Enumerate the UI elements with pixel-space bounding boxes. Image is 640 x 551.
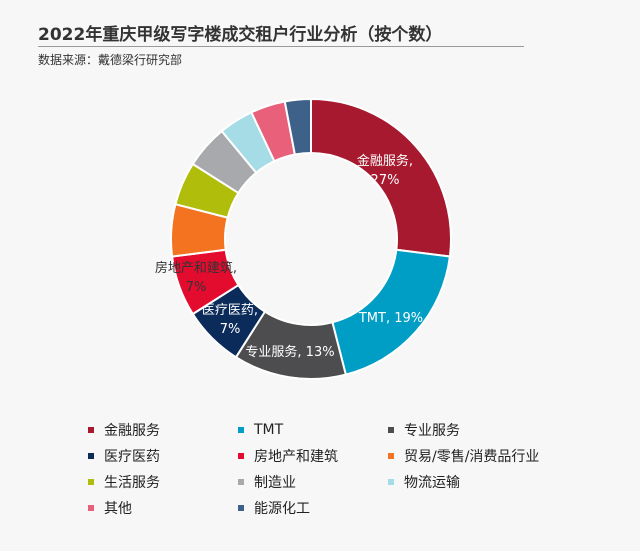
legend-item: 能源化工 xyxy=(238,498,388,518)
legend-label: TMT xyxy=(254,422,284,438)
legend-item: 贸易/零售/消费品行业 xyxy=(388,446,588,466)
legend-label: 房地产和建筑 xyxy=(254,449,338,465)
legend-item: 物流运输 xyxy=(388,472,588,492)
legend-label: 其他 xyxy=(104,501,132,517)
donut-slice xyxy=(283,97,312,156)
legend-item: 生活服务 xyxy=(88,472,238,492)
legend-label: 能源化工 xyxy=(254,501,310,517)
legend-swatch xyxy=(388,479,394,485)
legend-swatch xyxy=(388,427,394,433)
legend-swatch xyxy=(238,427,244,433)
legend-item: 房地产和建筑 xyxy=(238,446,388,466)
slice-label: 房地产和建筑, 7% xyxy=(155,260,237,295)
legend-label: 医疗医药 xyxy=(104,449,160,465)
data-source-note: 数据来源：戴德梁行研究部 xyxy=(38,53,183,67)
legend-swatch xyxy=(388,453,394,459)
legend-label: 专业服务 xyxy=(404,423,460,439)
legend-item: 制造业 xyxy=(238,472,388,492)
legend-item: 其他 xyxy=(88,498,238,518)
legend-label: 生活服务 xyxy=(104,475,160,491)
legend-swatch xyxy=(88,427,94,433)
legend-label: 物流运输 xyxy=(404,475,460,491)
page-title: 2022年重庆甲级写字楼成交租户行业分析（按个数） xyxy=(38,25,443,45)
legend-swatch xyxy=(88,453,94,459)
legend-swatch xyxy=(88,479,94,485)
chart-legend: 金融服务 TMT 专业服务医疗医药 房地产和建筑 贸易/零售/消费品行业生活服务 制造业 物… xyxy=(88,420,608,518)
slice-label: 医疗医药, 7% xyxy=(202,303,258,337)
legend-item: 专业服务 xyxy=(388,420,588,440)
slice-label: 金融服务, 27% xyxy=(357,153,413,188)
legend-swatch xyxy=(238,453,244,459)
slice-label: TMT, 19% xyxy=(358,311,423,326)
legend-item: TMT xyxy=(238,420,388,440)
legend-swatch xyxy=(238,505,244,511)
slice-label: 专业服务, 13% xyxy=(245,344,334,360)
title-divider xyxy=(38,46,524,47)
legend-label: 制造业 xyxy=(254,475,296,491)
legend-swatch xyxy=(88,505,94,511)
legend-item: 医疗医药 xyxy=(88,446,238,466)
legend-swatch xyxy=(238,479,244,485)
legend-item: 金融服务 xyxy=(88,420,238,440)
legend-label: 贸易/零售/消费品行业 xyxy=(404,449,540,465)
donut-slice xyxy=(310,97,452,258)
legend-label: 金融服务 xyxy=(104,423,160,439)
